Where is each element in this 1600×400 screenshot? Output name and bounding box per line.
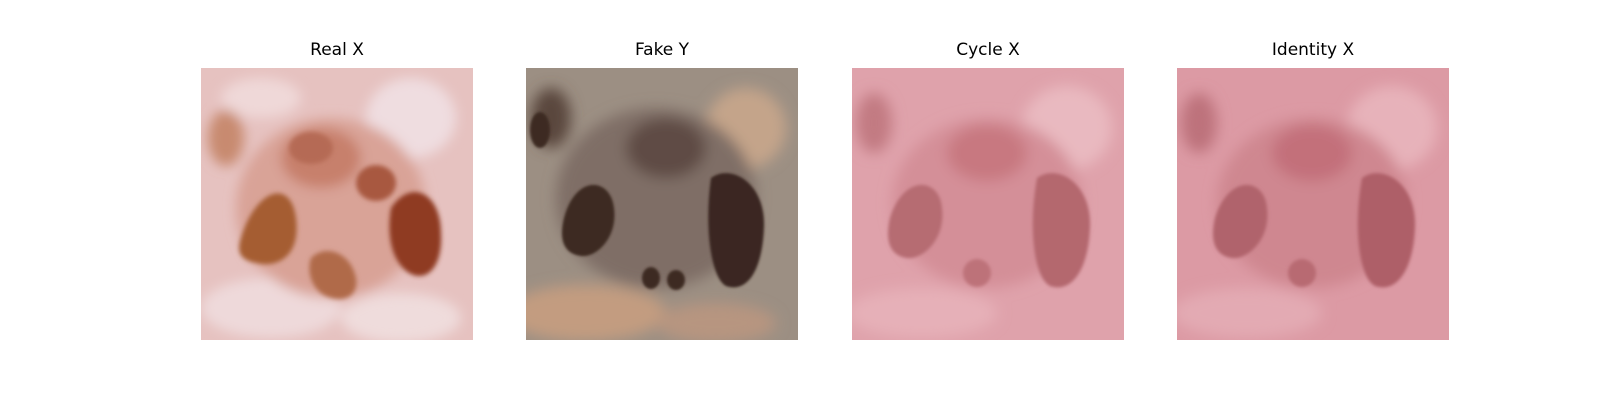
panel-title-fake-y: Fake Y <box>634 40 690 60</box>
panel-title-identity-x: Identity X <box>1271 40 1355 60</box>
panel-title-real-x: Real X <box>310 40 364 60</box>
panel-fake-y: Fake Y <box>526 38 798 340</box>
panel-cycle-x: Cycle X <box>852 38 1124 340</box>
identity-x-image <box>1177 68 1449 340</box>
panel-identity-x: Identity X <box>1177 38 1449 340</box>
fake-y-image <box>526 68 798 340</box>
real-x-image <box>201 68 473 340</box>
panel-title-cycle-x: Cycle X <box>956 40 1020 60</box>
cycle-x-image <box>852 68 1124 340</box>
panel-real-x: Real X <box>201 38 473 340</box>
